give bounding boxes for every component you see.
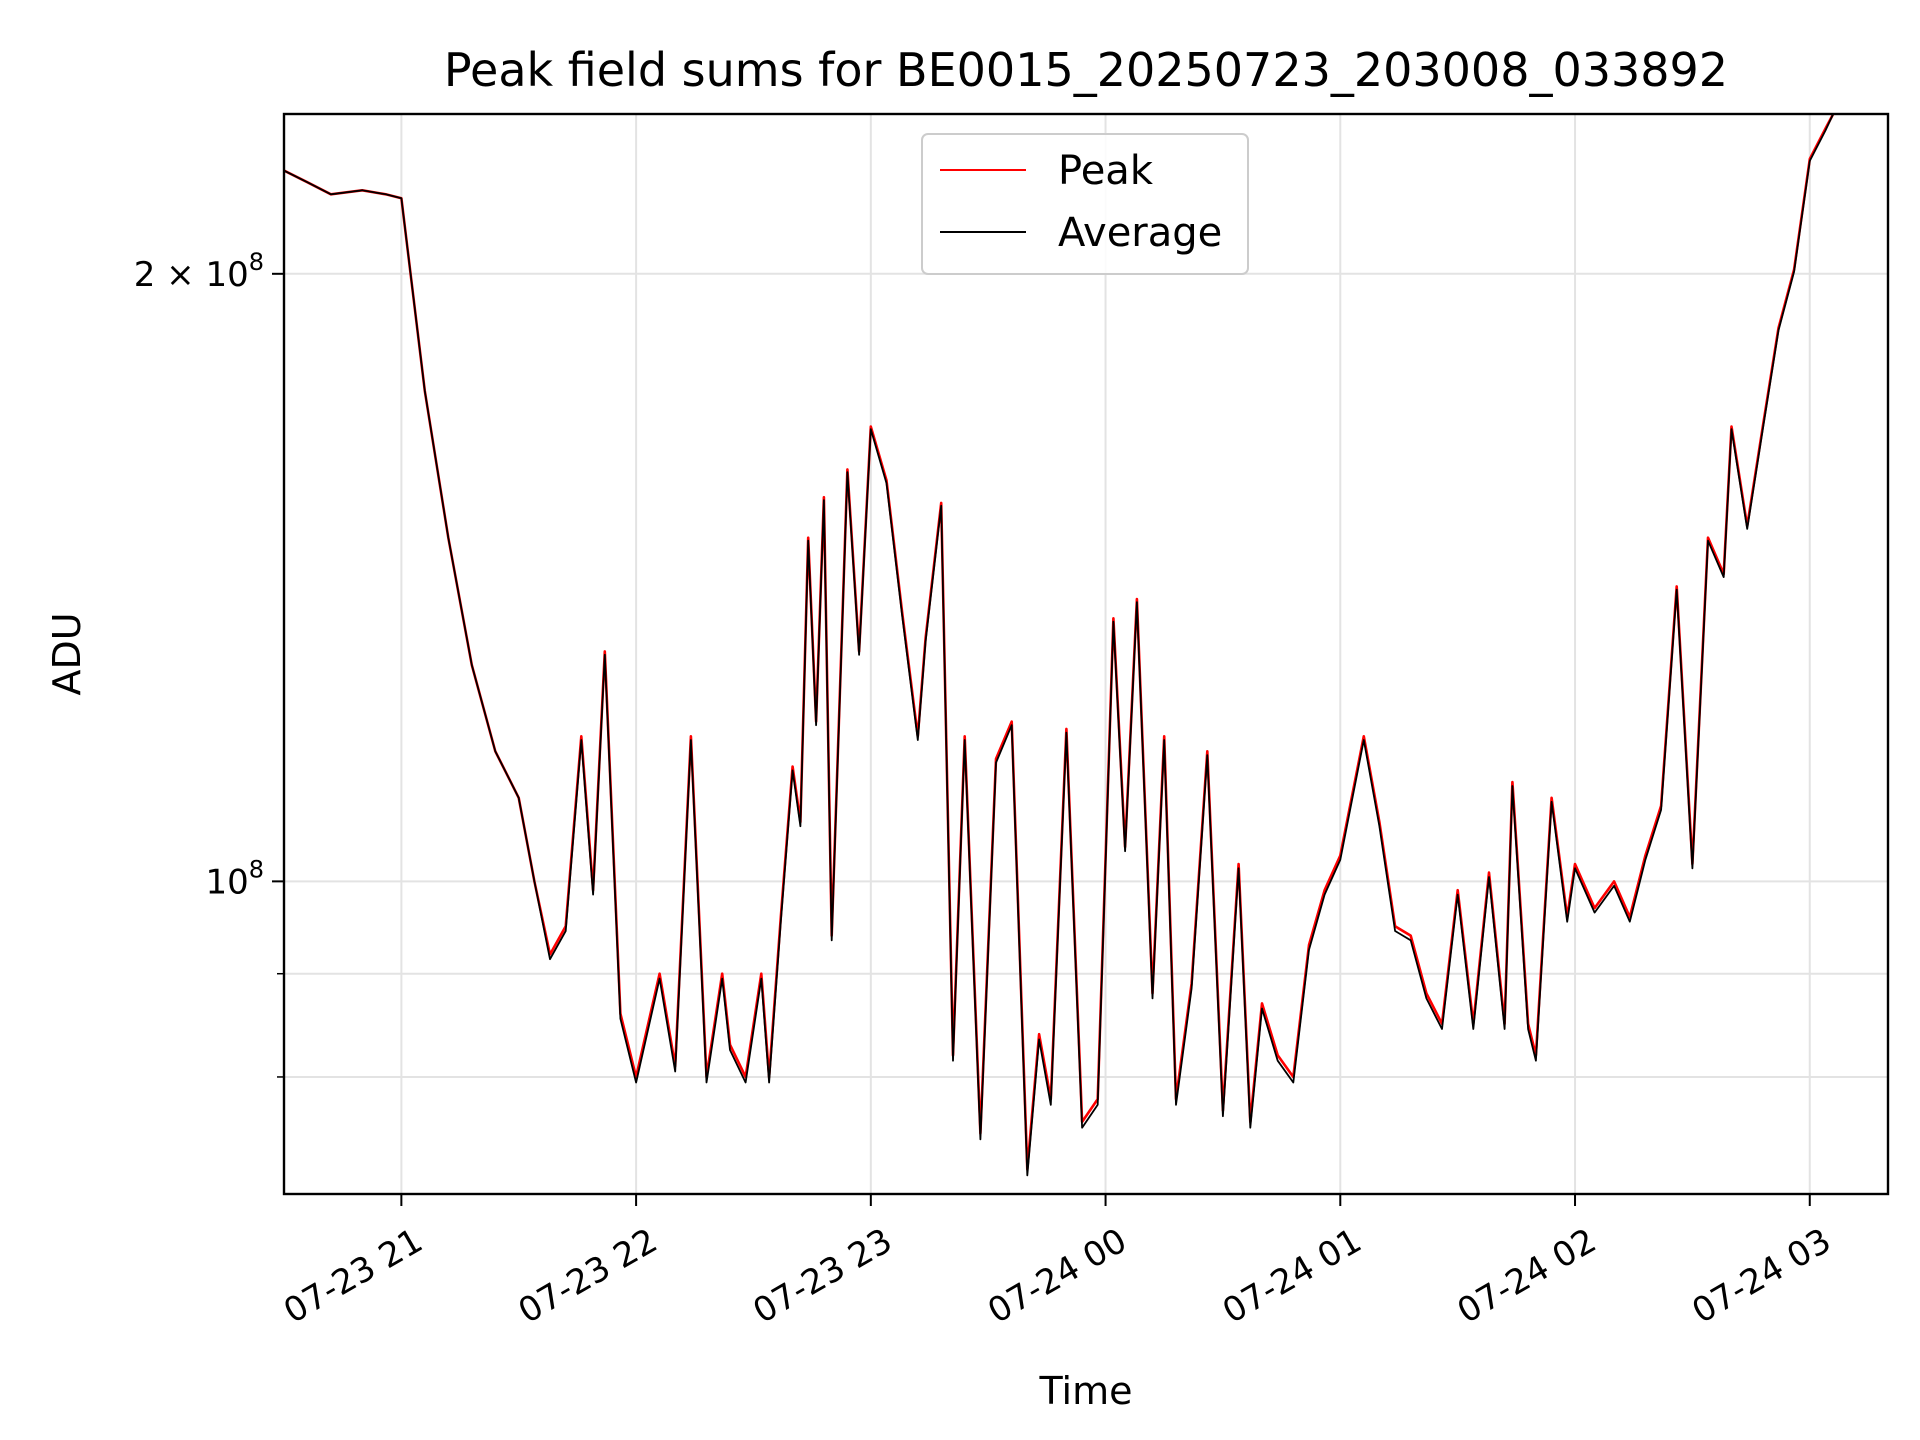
x-tick-label: 07-24 01 — [1216, 1221, 1368, 1332]
x-tick-label: 07-24 03 — [1685, 1221, 1837, 1332]
x-tick-label: 07-24 02 — [1451, 1221, 1603, 1332]
plot-area-frame — [282, 112, 1890, 1196]
legend-label-average: Average — [1058, 210, 1222, 256]
x-axis-label: Time — [1039, 1369, 1133, 1413]
chart-title: Peak field sums for BE0015_20250723_2030… — [444, 43, 1728, 97]
x-tick-label: 07-23 21 — [277, 1221, 429, 1332]
x-tick-label: 07-23 22 — [512, 1221, 664, 1332]
x-axis-ticks: 07-23 21 07-23 22 07-23 23 07-24 00 07-24 01… — [277, 1194, 1838, 1332]
series-lines — [284, 114, 1835, 1177]
series-line-average — [284, 114, 1835, 1177]
x-tick-label: 07-23 23 — [747, 1221, 899, 1332]
y-axis-label: ADU — [45, 612, 89, 695]
y-tick-label: 2 × 108 — [134, 248, 264, 295]
y-tick-label: 108 — [205, 855, 264, 902]
legend-label-peak: Peak — [1058, 148, 1154, 194]
x-tick-label: 07-24 00 — [981, 1221, 1133, 1332]
grid — [284, 114, 1888, 1194]
legend: Peak Average — [921, 133, 1249, 275]
y-axis-ticks: 108 2 × 108 — [134, 248, 284, 1078]
